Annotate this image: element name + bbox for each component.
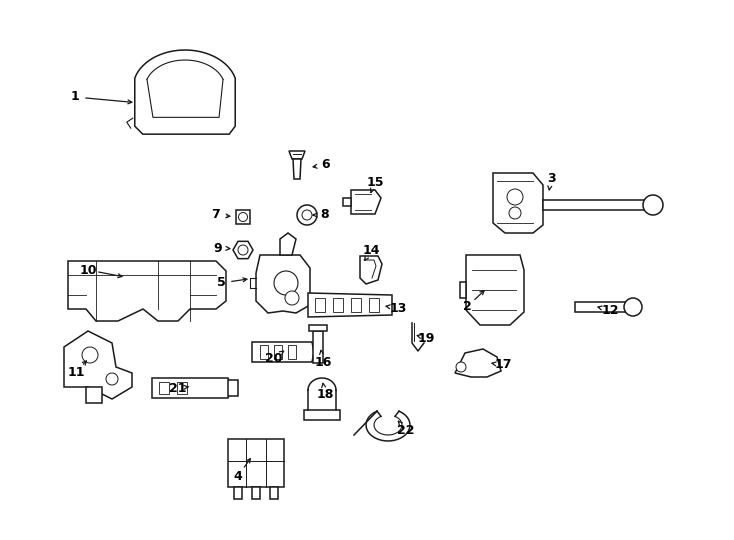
Polygon shape [68,261,226,321]
Polygon shape [351,298,361,312]
Circle shape [456,362,466,372]
Polygon shape [493,173,543,233]
Circle shape [274,271,298,295]
Circle shape [297,205,317,225]
Polygon shape [135,50,235,134]
Polygon shape [270,487,278,499]
Text: 17: 17 [494,359,512,372]
Text: 14: 14 [363,244,379,256]
Text: 6: 6 [321,159,330,172]
Circle shape [507,189,523,205]
Polygon shape [343,198,351,206]
Polygon shape [575,302,633,312]
Circle shape [239,213,247,221]
Circle shape [82,347,98,363]
Polygon shape [455,349,501,377]
Text: 3: 3 [547,172,556,185]
Circle shape [238,245,248,255]
Polygon shape [152,378,232,398]
Polygon shape [466,255,524,325]
Polygon shape [236,210,250,224]
Text: 12: 12 [601,303,619,316]
Polygon shape [543,200,653,210]
Polygon shape [252,487,260,499]
Text: 10: 10 [79,264,97,276]
Circle shape [302,210,312,220]
Polygon shape [304,410,340,420]
Polygon shape [260,345,268,359]
Polygon shape [228,380,238,396]
Polygon shape [256,255,310,313]
Text: 22: 22 [397,423,415,436]
Polygon shape [289,151,305,159]
Polygon shape [280,233,296,255]
Circle shape [643,195,663,215]
Text: 15: 15 [366,176,384,188]
Polygon shape [228,439,284,487]
Polygon shape [293,159,301,179]
Polygon shape [86,387,102,403]
Polygon shape [360,256,382,284]
Circle shape [106,373,118,385]
Text: 4: 4 [233,469,242,483]
Circle shape [509,207,521,219]
Text: 19: 19 [418,332,435,345]
Polygon shape [308,293,392,317]
Polygon shape [313,331,323,363]
Text: 5: 5 [217,276,225,289]
Polygon shape [351,190,381,214]
Polygon shape [315,298,325,312]
Polygon shape [252,342,314,362]
Text: 21: 21 [170,381,186,395]
Polygon shape [274,345,282,359]
Circle shape [285,291,299,305]
Text: 7: 7 [211,208,220,221]
Polygon shape [233,241,253,259]
Text: 13: 13 [389,301,407,314]
Polygon shape [159,382,169,394]
Text: 9: 9 [214,241,222,254]
Polygon shape [288,345,296,359]
Polygon shape [369,298,379,312]
Polygon shape [460,282,466,298]
Circle shape [624,298,642,316]
Polygon shape [234,487,242,499]
Polygon shape [309,325,327,331]
Text: 1: 1 [70,91,79,104]
Text: 11: 11 [68,366,84,379]
Text: 8: 8 [321,208,330,221]
Polygon shape [333,298,343,312]
Polygon shape [177,382,187,394]
Text: 20: 20 [265,352,283,365]
Polygon shape [64,331,132,399]
Text: 18: 18 [316,388,334,402]
Text: 16: 16 [314,355,332,368]
Text: 2: 2 [462,300,471,314]
